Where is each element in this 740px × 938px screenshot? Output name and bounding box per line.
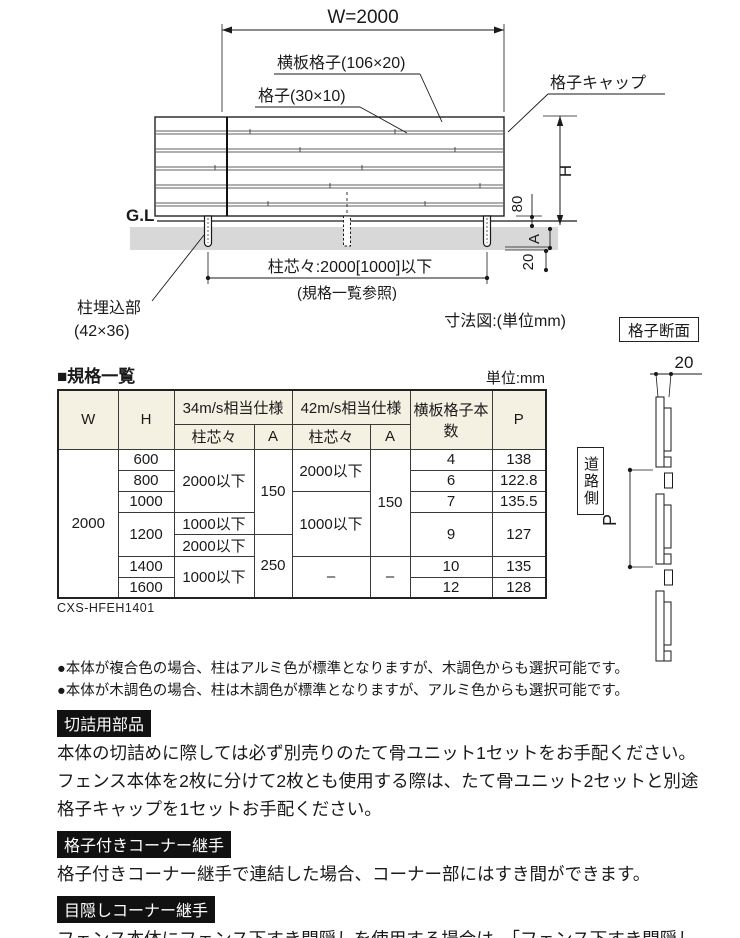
spec-table: W H 34m/s相当仕様 42m/s相当仕様 横板格子本数 P 柱芯々 A 柱… bbox=[57, 389, 547, 599]
table-row: 1000 1000以下 7 135.5 bbox=[58, 490, 547, 557]
lattice-label: 格子(30×10) bbox=[258, 87, 346, 105]
post-embed-label: 柱埋込部 bbox=[77, 299, 141, 317]
post-pitch-dimension bbox=[205, 252, 490, 284]
p-dimension-label: P bbox=[600, 514, 620, 526]
table-row: 1400 1000以下 – – 10 135 bbox=[58, 555, 547, 599]
cell-h: 600 bbox=[117, 448, 175, 471]
col-header-w: W bbox=[57, 389, 119, 450]
col-header-post-pitch-42: 柱芯々 bbox=[291, 423, 371, 450]
note-text-lattice-corner-joint: 格子付きコーナー継手で連結した場合、コーナー部にはすき間ができます。 bbox=[57, 864, 651, 884]
model-code: CXS-HFEH1401 bbox=[57, 601, 155, 615]
cell-a34: 250 bbox=[253, 533, 293, 599]
cell-count: 10 bbox=[409, 555, 493, 578]
post-embed-size: (42×36) bbox=[74, 323, 130, 340]
road-side-label: 道路側 bbox=[582, 455, 599, 507]
table-row: 1600 12 128 bbox=[58, 576, 547, 599]
dim-a bbox=[547, 226, 553, 251]
w-dimension bbox=[221, 24, 505, 112]
h-dimension bbox=[543, 115, 577, 225]
drawing-caption: 寸法図:(単位mm) bbox=[444, 312, 566, 330]
cell-pitch34: 1000以下 bbox=[173, 511, 255, 535]
cell-p: 127 bbox=[491, 511, 547, 557]
note-label-privacy-corner-joint: 目隠しコーナー継手 bbox=[57, 896, 216, 923]
cell-pitch42: 2000以下 bbox=[291, 448, 371, 492]
cell-h: 1400 bbox=[117, 555, 175, 578]
lattice-cross-section-drawing: 20 P bbox=[600, 353, 702, 662]
fence-panel bbox=[154, 116, 505, 217]
cell-count: 6 bbox=[409, 469, 493, 492]
cell-h: 1000 bbox=[117, 490, 175, 513]
board-lines bbox=[156, 129, 503, 207]
cell-p: 128 bbox=[491, 576, 547, 599]
post-pitch-label: 柱芯々:2000[1000]以下 bbox=[268, 258, 433, 276]
note-label-cut-parts: 切詰用部品 bbox=[57, 710, 152, 737]
lattice-leader-line bbox=[359, 106, 408, 134]
cell-a34: 150 bbox=[253, 448, 293, 535]
dim-20 bbox=[505, 246, 549, 273]
dim-a-label: A bbox=[526, 234, 543, 244]
fence-elevation-drawing: W=2000 横板格子(106×20) 格子(30×10) 格子キャップ G.L… bbox=[74, 7, 665, 340]
cell-pitch34: 2000以下 bbox=[173, 448, 255, 513]
post-embed-leader bbox=[151, 234, 205, 302]
col-header-a-34: A bbox=[253, 423, 293, 450]
col-header-p: P bbox=[491, 389, 547, 450]
cell-count: 4 bbox=[409, 448, 493, 471]
col-header-a-42: A bbox=[369, 423, 411, 450]
col-header-board-count: 横板格子本数 bbox=[409, 389, 493, 450]
notes-section: ●本体が複合色の場合、柱はアルミ色が標準となりますが、木調色からも選択可能です。… bbox=[57, 658, 712, 938]
col-header-42ms: 42m/s相当仕様 bbox=[291, 389, 411, 425]
cap-label: 格子キャップ bbox=[550, 74, 646, 92]
board-label: 横板格子(106×20) bbox=[277, 54, 406, 72]
spec-table-unit: 単位:mm bbox=[485, 370, 545, 387]
p-dimension bbox=[627, 467, 653, 570]
cross-section-title: 格子断面 bbox=[627, 322, 690, 340]
spec-table-title: ■規格一覧 bbox=[57, 367, 136, 386]
col-header-h: H bbox=[117, 389, 175, 450]
w-dimension-label: W=2000 bbox=[327, 7, 398, 28]
post-pitch-note: (規格一覧参照) bbox=[297, 285, 397, 302]
board-profiles bbox=[655, 396, 673, 662]
ground-level-label: G.L bbox=[126, 206, 154, 225]
note-bullet: ●本体が複合色の場合、柱はアルミ色が標準となりますが、木調色からも選択可能です。 bbox=[57, 661, 629, 677]
h-dimension-label: H bbox=[556, 165, 575, 177]
col-header-34ms: 34m/s相当仕様 bbox=[173, 389, 293, 425]
dim-80-label: 80 bbox=[509, 196, 526, 213]
cell-count: 12 bbox=[409, 576, 493, 599]
cell-h: 800 bbox=[117, 469, 175, 492]
cap-leader-line bbox=[507, 93, 549, 133]
note-label-lattice-corner-joint: 格子付きコーナー継手 bbox=[57, 831, 232, 858]
cell-pitch42: – bbox=[291, 555, 371, 599]
board-leader-line bbox=[419, 73, 443, 123]
cell-count: 9 bbox=[409, 511, 493, 557]
cell-w: 2000 bbox=[57, 448, 119, 599]
table-row: 2000以下 250 bbox=[58, 533, 546, 599]
xsec-dim-20-label: 20 bbox=[675, 353, 694, 372]
cell-p: 135 bbox=[491, 555, 547, 578]
cell-h: 1600 bbox=[117, 576, 175, 599]
cell-count: 7 bbox=[409, 490, 493, 513]
cross-section-title-box: 格子断面 bbox=[619, 317, 699, 342]
col-header-post-pitch-34: 柱芯々 bbox=[173, 423, 255, 450]
cell-pitch34: 1000以下 bbox=[173, 555, 255, 599]
cell-a42: – bbox=[369, 555, 411, 599]
cell-pitch34: 2000以下 bbox=[173, 533, 255, 557]
table-row: 2000 600 2000以下 150 2000以下 150 4 138 bbox=[57, 448, 547, 599]
note-text-privacy-corner-joint: フェンス本体にフェンス下すき間隠しを使用する場合は、「フェンス下すき間隠し用」を… bbox=[57, 925, 712, 938]
cell-p: 122.8 bbox=[491, 469, 547, 492]
note-text-cut-parts: 本体の切詰めに際しては必ず別売りのたて骨ユニット1セットをお手配ください。フェン… bbox=[57, 743, 699, 819]
table-row: 1200 1000以下 9 127 bbox=[58, 511, 547, 557]
road-side-box: 道路側 bbox=[577, 447, 604, 515]
note-bullet: ●本体が木調色の場合、柱は木調色が標準となりますが、アルミ色からも選択可能です。 bbox=[57, 683, 629, 699]
embedded-posts bbox=[202, 215, 493, 248]
cell-pitch42: 1000以下 bbox=[291, 490, 371, 557]
table-row: 800 6 122.8 bbox=[58, 469, 547, 492]
xsec-dim-20 bbox=[650, 372, 702, 398]
dim-20-label: 20 bbox=[520, 254, 537, 271]
cell-a42: 150 bbox=[369, 448, 411, 557]
cell-h: 1200 bbox=[117, 511, 175, 557]
cell-p: 135.5 bbox=[491, 490, 547, 513]
cell-p: 138 bbox=[491, 448, 547, 471]
dim-80 bbox=[516, 194, 542, 229]
